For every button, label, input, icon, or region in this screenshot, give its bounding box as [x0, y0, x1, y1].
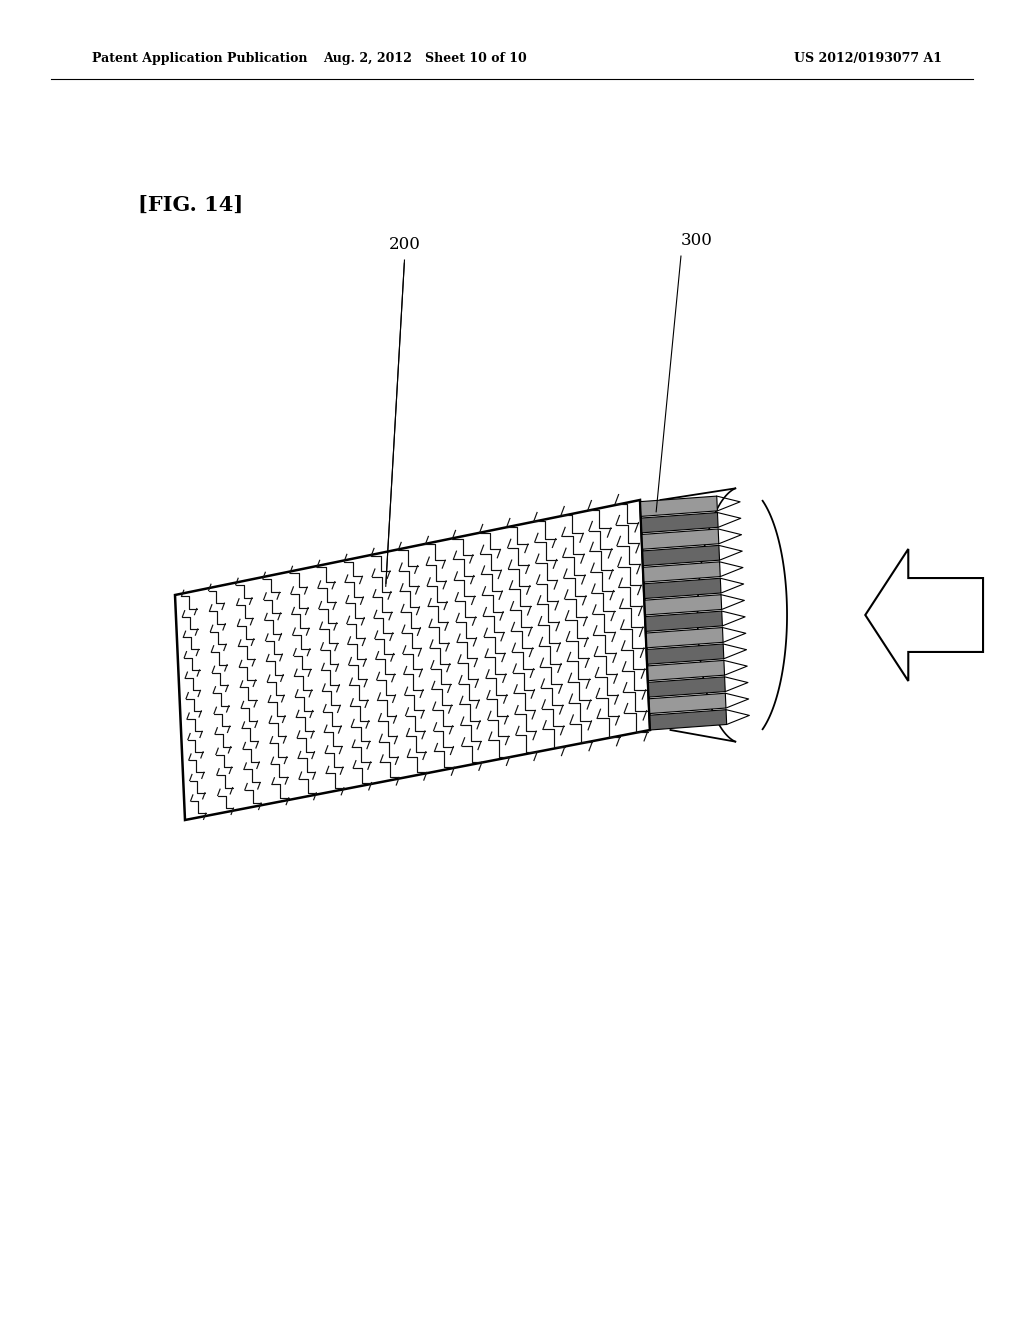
- Polygon shape: [640, 496, 718, 516]
- Polygon shape: [645, 611, 722, 631]
- Polygon shape: [646, 627, 723, 648]
- Polygon shape: [649, 710, 727, 730]
- Text: 200: 200: [388, 236, 421, 252]
- Polygon shape: [641, 529, 719, 549]
- Polygon shape: [643, 562, 720, 582]
- Polygon shape: [646, 644, 724, 664]
- Polygon shape: [644, 578, 721, 598]
- Polygon shape: [648, 693, 726, 714]
- Text: Patent Application Publication: Patent Application Publication: [92, 51, 307, 65]
- Text: Aug. 2, 2012   Sheet 10 of 10: Aug. 2, 2012 Sheet 10 of 10: [324, 51, 526, 65]
- Text: [FIG. 14]: [FIG. 14]: [138, 194, 244, 215]
- Polygon shape: [644, 595, 722, 615]
- Polygon shape: [647, 660, 725, 681]
- Polygon shape: [642, 545, 720, 566]
- Text: US 2012/0193077 A1: US 2012/0193077 A1: [794, 51, 942, 65]
- Polygon shape: [865, 549, 983, 681]
- Polygon shape: [641, 512, 718, 533]
- Text: 300: 300: [681, 232, 713, 248]
- Polygon shape: [175, 500, 650, 820]
- Polygon shape: [648, 677, 725, 697]
